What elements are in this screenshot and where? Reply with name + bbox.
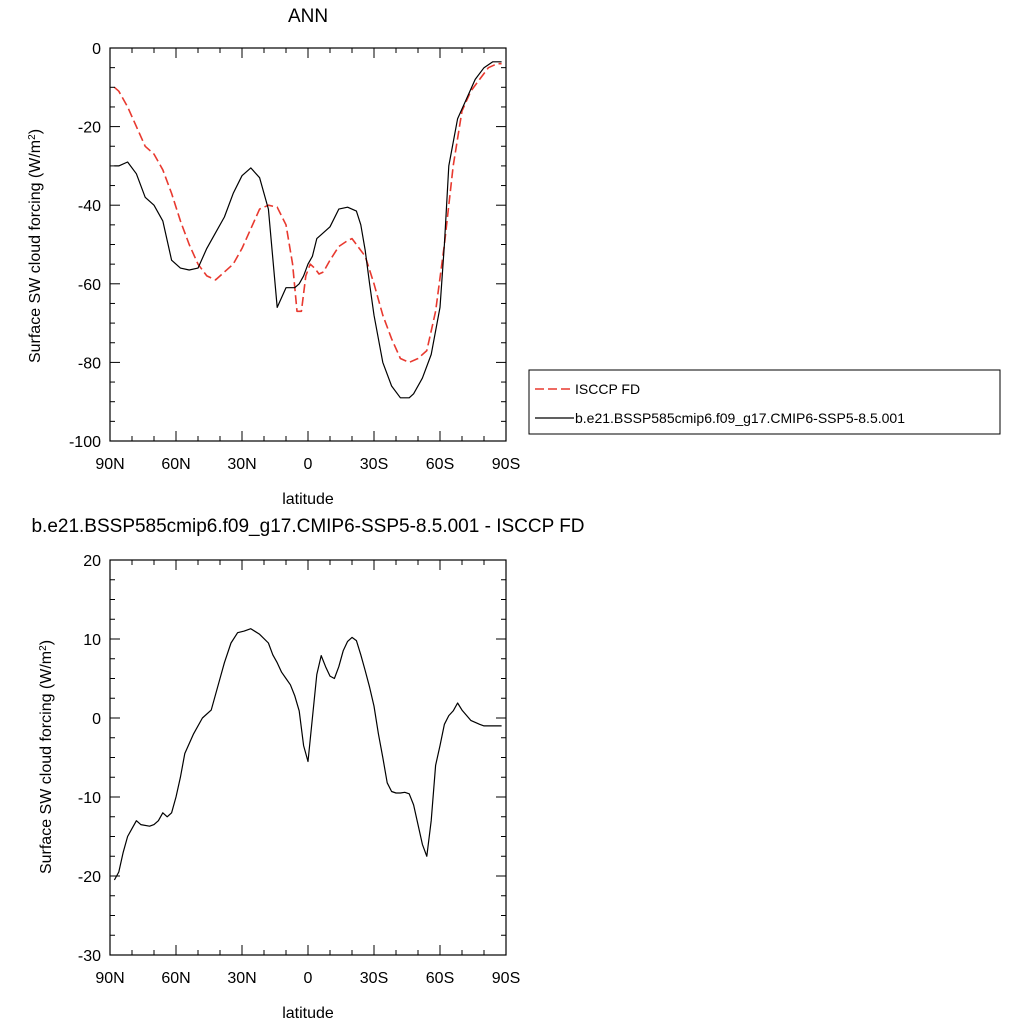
panel-2-series-group <box>113 628 502 881</box>
p2-y-tick-label: -30 <box>78 948 101 965</box>
panel-1-y-axis-label-main: Surface SW cloud forcing (W/m <box>27 140 44 363</box>
p2-x-tick-label: 0 <box>304 970 313 987</box>
p1-x-tick-label: 60N <box>161 456 190 473</box>
panel-1-plot-frame <box>109 47 507 442</box>
p2-y-tick-label: -20 <box>78 869 101 886</box>
panel-2-y-ticks: 20 10 0 -10 -20 -30 <box>78 553 506 965</box>
p2-y-tick-label: -10 <box>78 790 101 807</box>
panel-2-y-axis-label: Surface SW cloud forcing (W/m2) <box>38 640 56 874</box>
p1-y-tick-label: 0 <box>92 41 101 58</box>
panel-1: ANN 0-20-40-60-80-100 90N 60N 30N 0 30S 60S 90… <box>27 6 521 508</box>
panel-1-y-axis-label: Surface SW cloud forcing (W/m2) <box>27 129 45 363</box>
p1-x-tick-label: 60S <box>426 456 454 473</box>
panel-1-y-ticks: 0 -20 -40 -60 -80 -100 <box>69 41 506 451</box>
p2-y-tick-label: 0 <box>92 711 101 728</box>
panel-1-y-axis-label-superscript: 2 <box>27 134 38 140</box>
p1-y-tick-label: -20 <box>78 120 101 137</box>
panel-2-y-axis-label-suffix: ) <box>38 640 55 645</box>
legend: ISCCP FD b.e21.BSSP585cmip6.f09_g17.CMIP… <box>528 369 1001 435</box>
panel-2-title: b.e21.BSSP585cmip6.f09_g17.CMIP6-SSP5-8.… <box>31 516 584 537</box>
p1-series-line-0 <box>113 62 502 364</box>
p1-x-tick-label: 90S <box>492 456 520 473</box>
panel-1-x-axis-label: latitude <box>282 491 334 508</box>
p1-y-tick-label: -60 <box>78 277 101 294</box>
panel-2-y-axis-label-main: Surface SW cloud forcing (W/m <box>38 651 55 874</box>
p2-x-tick-label: 30N <box>227 970 256 987</box>
panel-1-series-group <box>113 61 502 399</box>
panel-1-x-ticks: 90N 60N 30N 0 30S 60S 90S <box>95 48 520 473</box>
p1-y-tick-label: -80 <box>78 355 101 372</box>
p2-x-tick-label: 60N <box>161 970 190 987</box>
legend-box <box>528 369 1001 435</box>
p2-series-line-0 <box>113 628 502 881</box>
p2-x-tick-label: 60S <box>426 970 454 987</box>
panel-1-y-axis-label-suffix: ) <box>27 129 44 134</box>
panel-2: b.e21.BSSP585cmip6.f09_g17.CMIP6-SSP5-8.… <box>31 516 584 1022</box>
p2-x-tick-label: 30S <box>360 970 388 987</box>
p1-y-tick-label: -100 <box>69 434 101 451</box>
p2-y-tick-label: 10 <box>83 632 101 649</box>
p2-x-tick-label: 90S <box>492 970 520 987</box>
p1-x-tick-label: 0 <box>304 456 313 473</box>
p1-x-tick-label: 90N <box>95 456 124 473</box>
p2-x-tick-label: 90N <box>95 970 124 987</box>
panel-1-title: ANN <box>288 6 328 27</box>
panel-2-y-axis-label-superscript: 2 <box>38 645 49 651</box>
p1-y-tick-label: -40 <box>78 198 101 215</box>
legend-label-model: b.e21.BSSP585cmip6.f09_g17.CMIP6-SSP5-8.… <box>575 410 905 426</box>
p1-x-tick-label: 30S <box>360 456 388 473</box>
panel-2-x-ticks: 90N 60N 30N 0 30S 60S 90S <box>95 560 520 987</box>
p1-x-tick-label: 30N <box>227 456 256 473</box>
panel-2-x-axis-label: latitude <box>282 1005 334 1022</box>
p2-y-tick-label: 20 <box>83 553 101 570</box>
p1-series-line-1 <box>114 61 502 399</box>
legend-label-isccp: ISCCP FD <box>575 381 640 397</box>
